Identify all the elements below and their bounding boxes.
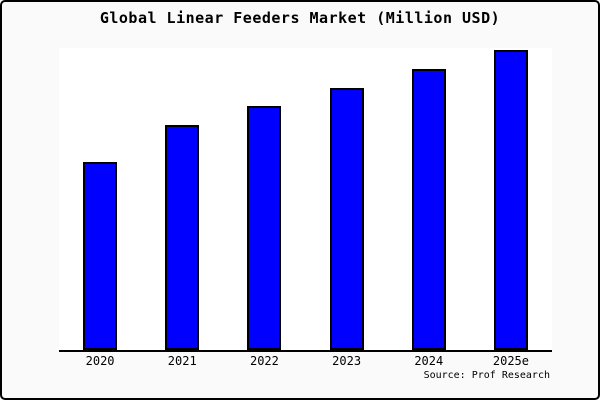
- bar-2021: [165, 125, 200, 350]
- bar-2023: [329, 88, 364, 350]
- x-tick-label-2021: 2021: [167, 354, 197, 368]
- plot-area: [59, 48, 552, 352]
- bar-slot: [59, 48, 141, 350]
- bar-2025e: [493, 50, 528, 350]
- bar-slot: [306, 48, 388, 350]
- bar-slot: [223, 48, 305, 350]
- x-tick-label-2023: 2023: [332, 354, 362, 368]
- x-tick-label-2025e: 2025e: [492, 354, 529, 368]
- bar-2022: [247, 106, 282, 350]
- bar-slot: [470, 48, 552, 350]
- bars: [59, 48, 552, 350]
- chart-title: Global Linear Feeders Market (Million US…: [99, 9, 501, 27]
- x-tick-label-2024: 2024: [414, 354, 444, 368]
- bar-slot: [388, 48, 470, 350]
- bar-slot: [141, 48, 223, 350]
- source-caption: Source: Prof Research: [423, 370, 550, 381]
- bar-2024: [411, 69, 446, 350]
- x-axis-labels: 2020 2021 2022 2023 2024 2025e: [59, 354, 552, 368]
- x-tick-label-2020: 2020: [85, 354, 115, 368]
- x-tick-label-2022: 2022: [249, 354, 279, 368]
- bar-2020: [83, 162, 118, 350]
